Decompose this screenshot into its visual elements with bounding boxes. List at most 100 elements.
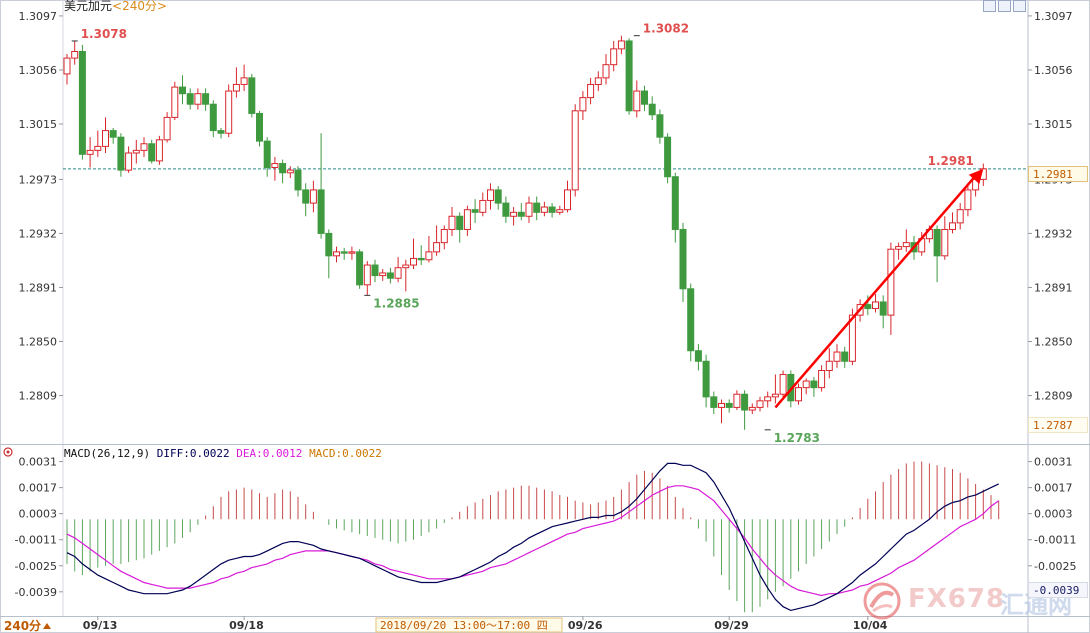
candle-down	[248, 77, 256, 114]
candle-down	[694, 350, 702, 362]
candle-up	[71, 51, 79, 59]
macd-tick-label-right: 0.0031	[1034, 456, 1073, 469]
candle-up	[756, 400, 764, 408]
candle-up	[833, 351, 841, 362]
candle-up	[333, 251, 340, 257]
candle-down	[371, 264, 379, 277]
candle-down	[456, 215, 464, 230]
candle-up	[240, 77, 248, 85]
candle-up	[771, 393, 779, 398]
candle-up	[140, 143, 148, 151]
candle-up	[286, 169, 294, 174]
candle-up	[587, 83, 595, 99]
candle-down	[209, 103, 217, 132]
candle-up	[410, 257, 417, 266]
price-tick-label-right: 1.3097	[1034, 10, 1073, 23]
candle-up	[579, 97, 587, 112]
macd-current-badge: -0.0039	[1028, 582, 1088, 598]
high-annotation: 1.3082	[643, 22, 689, 36]
candle-down	[933, 228, 941, 257]
date-label: 09/18	[229, 619, 264, 632]
price-tick-label-left: 1.3056	[19, 64, 58, 77]
candle-up	[540, 206, 548, 213]
candle-down	[725, 402, 733, 408]
candle-up	[94, 145, 102, 151]
candle-down	[279, 163, 287, 174]
candle-down	[879, 301, 887, 316]
caret-up-icon	[43, 623, 51, 629]
candle-up	[402, 264, 410, 269]
date-label: 09/29	[714, 619, 749, 632]
candle-down	[148, 143, 156, 162]
macd-tick-label-left: -0.0039	[15, 586, 57, 599]
candle-down	[202, 93, 210, 105]
candle-down	[471, 209, 479, 213]
candle-up	[564, 189, 571, 211]
candle-up	[956, 209, 964, 224]
period-selector[interactable]: 240分	[4, 618, 41, 633]
watermark: FX678 汇通网	[862, 579, 1082, 623]
candle-up	[733, 393, 741, 408]
price-tick-label-right: 1.3015	[1034, 118, 1073, 131]
candle-up	[633, 90, 641, 112]
candle-down	[679, 228, 687, 290]
price-tick-label-left: 1.2973	[19, 173, 58, 186]
macd-tick-label-left: 0.0017	[19, 482, 58, 495]
trend-arrow-line	[774, 173, 979, 409]
candle-up	[525, 202, 533, 217]
date-label: 10/04	[853, 619, 888, 632]
scroll-left-icon[interactable]	[1013, 0, 1026, 12]
candle-up	[479, 199, 487, 213]
macd-header: MACD(26,12,9) DIFF:0.0022 DEA:0.0012 MAC…	[64, 447, 382, 460]
dea-line	[66, 485, 1000, 597]
macd-readout: DIFF:0.0022	[157, 447, 236, 460]
macd-tick-label-right: -0.0025	[1034, 560, 1076, 573]
candle-down	[664, 136, 672, 178]
candle-down	[386, 272, 394, 279]
candles	[63, 35, 987, 430]
chart-symbol: 美元加元	[64, 0, 112, 13]
candle-down	[517, 211, 525, 217]
candle-up	[887, 248, 895, 316]
candle-up	[394, 267, 402, 279]
macd-tick-label-right: 0.0003	[1034, 508, 1073, 521]
candle-up	[309, 189, 317, 204]
candle-up	[941, 228, 949, 257]
candle-up	[155, 139, 163, 162]
candle-up	[964, 189, 972, 211]
low-price-badge: 1.2787	[1028, 417, 1088, 433]
macd-tick-label-right: -0.0011	[1034, 534, 1076, 547]
candle-up	[171, 86, 179, 118]
candle-up	[895, 246, 903, 250]
macd-readout: MACD:0.0022	[309, 447, 382, 460]
candle-up	[949, 222, 956, 230]
candle-up	[463, 209, 471, 230]
macd-readout: DEA:0.0012	[236, 447, 309, 460]
candle-up	[510, 211, 518, 217]
macd-tick-label-left: 0.0003	[19, 508, 58, 521]
candle-down	[294, 169, 302, 191]
zoom-out-icon[interactable]	[998, 0, 1011, 12]
date-label: 09/13	[83, 619, 118, 632]
candle-up	[448, 215, 456, 230]
candle-up	[610, 48, 618, 66]
candle-down	[263, 140, 271, 169]
macd-tick-label-left: -0.0011	[15, 534, 57, 547]
zoom-in-icon[interactable]	[983, 0, 996, 12]
settings-gear-icon[interactable]	[3, 447, 13, 457]
watermark-brand: FX678	[908, 584, 1006, 614]
candle-down	[864, 304, 872, 310]
low-annotation: 1.2885	[373, 296, 419, 310]
macd-tick-label-right: 0.0017	[1034, 482, 1073, 495]
price-tick-label-left: 1.2891	[19, 281, 58, 294]
candle-up	[872, 301, 879, 310]
candle-up	[433, 242, 441, 253]
candle-down	[340, 251, 348, 254]
candle-up	[194, 93, 202, 105]
macd-tick-label-left: -0.0025	[15, 560, 57, 573]
candle-up	[271, 163, 279, 169]
diff-line	[66, 462, 999, 612]
